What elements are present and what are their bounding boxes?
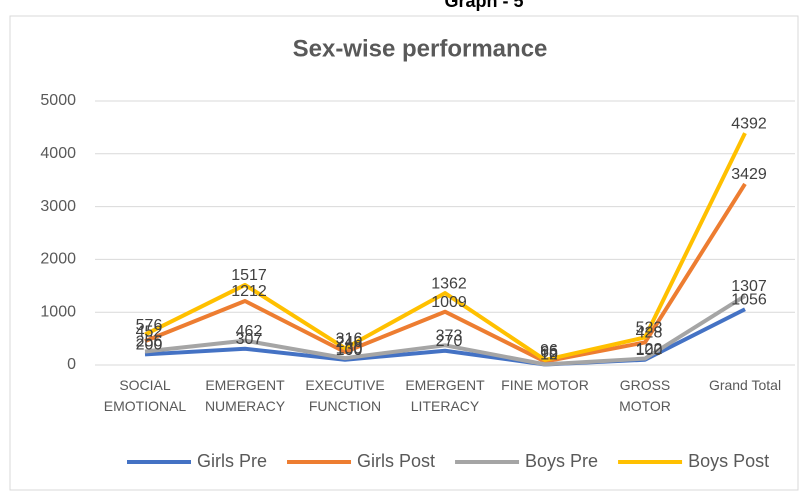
data-label: 428: [636, 325, 663, 342]
series-line: [144, 182, 747, 364]
data-label: 373: [436, 328, 463, 345]
y-tick-label: 5000: [40, 92, 76, 109]
x-tick-label: GROSS MOTOR: [619, 377, 671, 414]
data-label: 1517: [231, 267, 267, 284]
data-label: 256: [136, 334, 163, 351]
series-line: [144, 294, 747, 367]
x-tick-label: EMERGENT NUMERACY: [204, 377, 286, 414]
data-label: 96: [540, 342, 558, 359]
chart-title: Sex-wise performance: [293, 35, 548, 62]
data-label: 3429: [731, 166, 767, 183]
heading: Graph - 5: [444, 0, 523, 11]
legend-label: Boys Post: [688, 451, 769, 471]
data-label: 10: [540, 347, 558, 364]
data-label: 462: [236, 323, 263, 340]
data-label: 122: [636, 341, 663, 358]
y-tick-label: 4000: [40, 145, 76, 162]
x-tick-label: EXECUTIVE FUNCTION: [305, 377, 385, 414]
data-label: 12: [540, 347, 558, 364]
x-tick-label: Grand Total: [708, 377, 782, 393]
data-label: 1362: [431, 275, 467, 292]
data-label: 316: [336, 331, 363, 348]
data-label: 100: [336, 342, 363, 359]
legend-label: Boys Pre: [525, 451, 598, 471]
data-label: 576: [136, 317, 163, 334]
y-tick-label: 3000: [40, 198, 76, 215]
data-label: 100: [636, 342, 663, 359]
x-tick-label: SOCIAL EMOTIONAL: [103, 377, 187, 414]
y-tick-label: 0: [67, 356, 76, 373]
y-tick-label: 1000: [40, 303, 76, 320]
data-label: 200: [136, 337, 163, 354]
data-label: 1307: [731, 278, 767, 295]
x-tick-label: FINE MOTOR: [501, 377, 589, 393]
data-label: 270: [436, 333, 463, 350]
y-tick-label: 2000: [40, 251, 76, 268]
data-label: 65: [540, 344, 558, 361]
data-label: 246: [336, 334, 363, 351]
data-label: 1056: [731, 291, 767, 308]
data-label: 1009: [431, 294, 467, 311]
data-label: 523: [636, 320, 663, 337]
series-line: [144, 132, 747, 362]
data-label: 307: [236, 331, 263, 348]
data-label: 1212: [231, 283, 267, 300]
data-label: 130: [336, 340, 363, 357]
legend-label: Girls Post: [357, 451, 435, 471]
data-label: 4392: [731, 115, 767, 132]
legend-label: Girls Pre: [197, 451, 267, 471]
x-tick-label: EMERGENT LITERACY: [405, 377, 485, 414]
data-label: 452: [136, 323, 163, 340]
chart-border: [9, 15, 799, 491]
